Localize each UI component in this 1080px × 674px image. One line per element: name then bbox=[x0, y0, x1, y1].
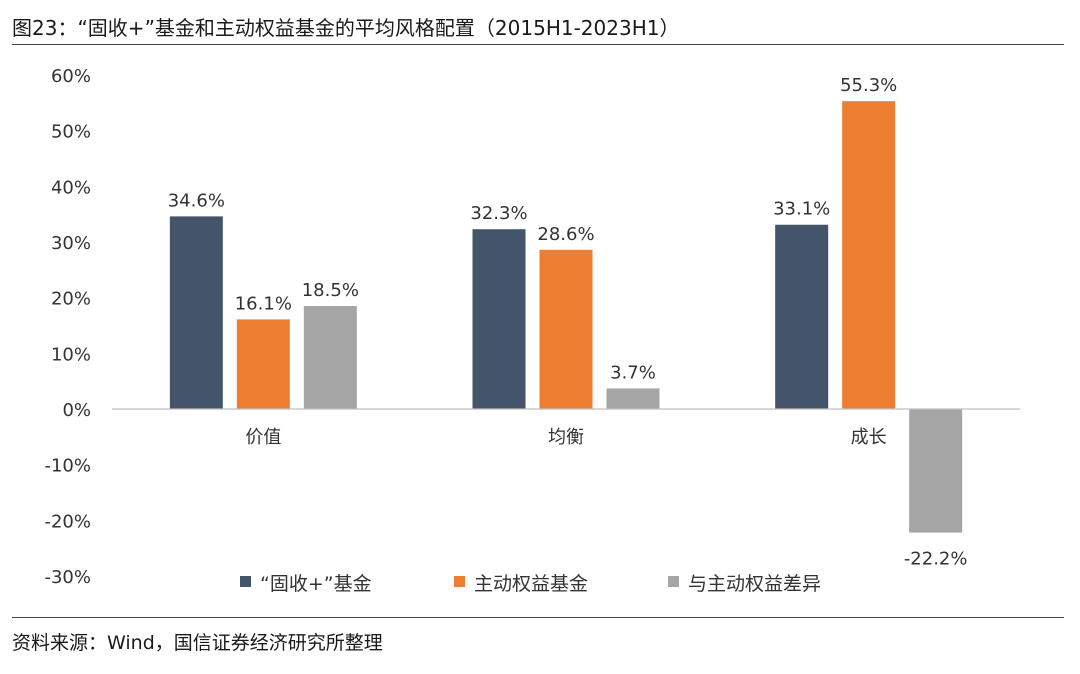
y-tick-label: 10% bbox=[51, 344, 91, 365]
x-axis: 价值 均衡 成长 bbox=[112, 408, 1020, 448]
figure-caption: 图23：“固收+”基金和主动权益基金的平均风格配置（2015H1-2023H1） bbox=[12, 16, 680, 40]
y-tick-label: -30% bbox=[44, 567, 91, 588]
bar bbox=[775, 224, 829, 409]
y-tick-label: 20% bbox=[51, 289, 91, 310]
legend-swatch bbox=[240, 576, 251, 587]
bar bbox=[842, 101, 896, 409]
bar bbox=[303, 306, 357, 409]
x-tick-label: 价值 bbox=[245, 427, 281, 448]
data-label: 32.3% bbox=[470, 203, 527, 224]
legend-swatch bbox=[454, 576, 465, 587]
data-label: 33.1% bbox=[773, 199, 830, 220]
data-label: 3.7% bbox=[610, 362, 656, 383]
source-rule bbox=[12, 617, 1064, 618]
bar bbox=[169, 216, 223, 409]
y-tick-label: 50% bbox=[51, 122, 91, 143]
bar bbox=[236, 319, 290, 409]
legend-label: 主动权益基金 bbox=[474, 573, 588, 595]
legend: “固收+”基金 主动权益基金 与主动权益差异 bbox=[240, 573, 821, 595]
bar bbox=[472, 229, 526, 409]
source-note: 资料来源：Wind，国信证券经济研究所整理 bbox=[12, 632, 383, 654]
data-label: 34.6% bbox=[168, 190, 225, 211]
x-tick-label: 均衡 bbox=[548, 427, 584, 448]
legend-swatch bbox=[668, 576, 679, 587]
y-tick-label: 0% bbox=[62, 400, 91, 421]
x-tick-label: 成长 bbox=[851, 427, 887, 448]
data-label: 55.3% bbox=[840, 75, 897, 96]
legend-label: 与主动权益差异 bbox=[688, 573, 821, 595]
bar bbox=[606, 388, 660, 409]
y-tick-label: -20% bbox=[44, 511, 91, 532]
y-tick-label: 30% bbox=[51, 233, 91, 254]
y-axis: 60% 50% 40% 30% 20% 10% 0% -10% -20% -30% bbox=[44, 66, 91, 588]
data-labels: 34.6% 16.1% 18.5% 32.3% 28.6% 3.7% 33.1% 55.3% -… bbox=[168, 75, 968, 569]
y-tick-label: 60% bbox=[51, 66, 91, 87]
bar bbox=[909, 409, 963, 533]
caption-rule bbox=[12, 44, 1064, 45]
y-tick-label: -10% bbox=[44, 456, 91, 477]
data-label: 18.5% bbox=[302, 280, 359, 301]
legend-label: “固收+”基金 bbox=[260, 573, 372, 595]
bar bbox=[539, 249, 593, 409]
data-label: 16.1% bbox=[235, 293, 292, 314]
data-label: -22.2% bbox=[904, 549, 968, 570]
data-label: 28.6% bbox=[537, 224, 594, 245]
y-tick-label: 40% bbox=[51, 177, 91, 198]
bars bbox=[169, 101, 963, 533]
